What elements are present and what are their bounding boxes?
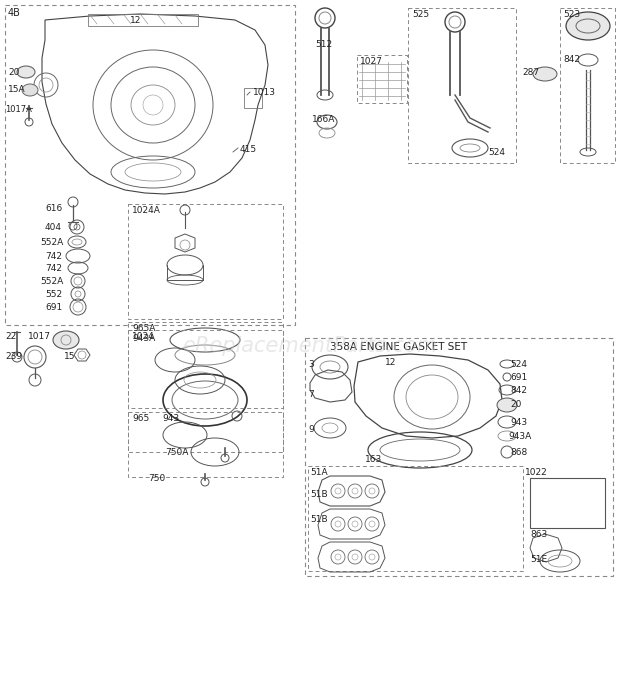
Text: 742: 742 xyxy=(45,264,62,273)
Text: 12: 12 xyxy=(385,358,396,367)
Ellipse shape xyxy=(566,12,610,40)
Text: 15A: 15A xyxy=(8,85,25,94)
Ellipse shape xyxy=(53,331,79,349)
Text: 287: 287 xyxy=(522,68,539,77)
Text: 1017: 1017 xyxy=(28,332,51,341)
Ellipse shape xyxy=(533,67,557,81)
Bar xyxy=(128,204,283,319)
Text: 523: 523 xyxy=(563,10,580,19)
Bar xyxy=(128,412,283,477)
Text: 943: 943 xyxy=(162,414,179,423)
Text: 166A: 166A xyxy=(312,115,335,124)
Text: 742: 742 xyxy=(45,252,62,261)
Text: 51A: 51A xyxy=(310,468,327,477)
Text: 842: 842 xyxy=(563,55,580,64)
Text: 163: 163 xyxy=(365,455,383,464)
Text: 1024: 1024 xyxy=(132,332,155,341)
Text: 965: 965 xyxy=(132,414,149,423)
Bar xyxy=(560,8,615,163)
Text: 3: 3 xyxy=(308,360,314,369)
Text: 965A: 965A xyxy=(132,324,156,333)
Text: 691: 691 xyxy=(45,303,62,312)
Text: 20: 20 xyxy=(510,400,521,409)
Text: 404: 404 xyxy=(45,223,62,232)
Ellipse shape xyxy=(22,84,38,96)
Bar xyxy=(128,322,283,452)
Text: 358A ENGINE GASKET SET: 358A ENGINE GASKET SET xyxy=(330,342,467,352)
Text: 868: 868 xyxy=(510,448,527,457)
Text: eReplacementParts.com: eReplacementParts.com xyxy=(182,336,438,356)
Text: 1027: 1027 xyxy=(360,57,383,66)
Ellipse shape xyxy=(17,66,35,78)
Text: 7: 7 xyxy=(308,390,314,399)
Text: 842: 842 xyxy=(510,386,527,395)
Text: 750A: 750A xyxy=(165,448,188,457)
Text: 863: 863 xyxy=(530,530,547,539)
Text: 524: 524 xyxy=(510,360,527,369)
Text: 12: 12 xyxy=(130,16,141,25)
Text: 239: 239 xyxy=(5,352,22,361)
Bar xyxy=(530,478,605,528)
Text: 1013: 1013 xyxy=(253,88,276,97)
Text: 616: 616 xyxy=(45,204,62,213)
Text: 552A: 552A xyxy=(40,238,63,247)
Text: 4B: 4B xyxy=(8,8,21,18)
Text: 51B: 51B xyxy=(310,490,327,499)
Text: 20: 20 xyxy=(8,68,19,77)
Bar xyxy=(408,8,516,163)
Text: 691: 691 xyxy=(510,373,527,382)
Text: 512: 512 xyxy=(315,40,332,49)
Text: 750: 750 xyxy=(148,474,166,483)
Text: 943A: 943A xyxy=(508,432,531,441)
Text: 1017A: 1017A xyxy=(5,105,32,114)
Text: 415: 415 xyxy=(240,145,257,154)
Text: 9: 9 xyxy=(308,425,314,434)
Text: 1024A: 1024A xyxy=(132,206,161,215)
Text: 22: 22 xyxy=(5,332,16,341)
Text: 552A: 552A xyxy=(40,277,63,286)
Text: 943: 943 xyxy=(510,418,527,427)
Text: 15: 15 xyxy=(64,352,76,361)
Text: 51B: 51B xyxy=(310,515,327,524)
Ellipse shape xyxy=(497,398,517,412)
Bar xyxy=(308,466,523,571)
Bar xyxy=(128,330,283,408)
Bar xyxy=(357,55,407,103)
Bar xyxy=(5,5,295,325)
Text: 51E: 51E xyxy=(530,555,547,564)
Text: 525: 525 xyxy=(412,10,429,19)
Bar xyxy=(88,14,198,26)
Bar xyxy=(244,88,262,108)
Bar xyxy=(305,338,613,576)
Text: 1022: 1022 xyxy=(525,468,547,477)
Text: 552: 552 xyxy=(45,290,62,299)
Text: 943A: 943A xyxy=(132,334,155,343)
Text: 524: 524 xyxy=(488,148,505,157)
